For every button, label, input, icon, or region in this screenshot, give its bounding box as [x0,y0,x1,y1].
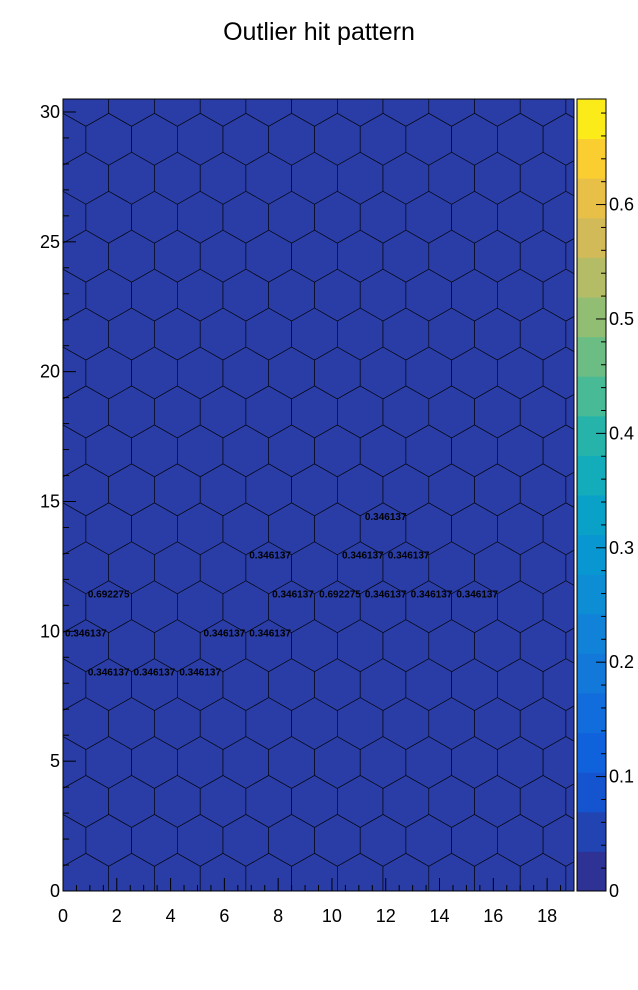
colorbar-segment [577,455,606,496]
hex-cell [86,892,132,944]
x-tick-label: 10 [322,906,342,926]
hex-cell [63,99,109,127]
colorbar-tick-label: 0 [609,881,619,901]
colorbar-segment [577,574,606,615]
hex-cell [63,710,64,737]
chart-title: Outlier hit pattern [223,18,415,46]
cell-value-label: 0.346137 [179,668,221,679]
x-tick-label: 18 [537,906,557,926]
colorbar: 0 0.1 0.2 0.3 0.4 0.5 0.6 [576,98,634,901]
colorbar-segment [577,811,606,852]
x-tick-label: 2 [112,906,122,926]
colorbar-segment [577,257,606,298]
colorbar-segment [577,178,606,219]
colorbar-frame [576,98,607,892]
x-tick-label: 0 [58,906,68,926]
colorbar-segment [577,297,606,338]
cell-value-label: 0.346137 [342,551,384,562]
cell-value-label: 0.346137 [88,668,130,679]
colorbar-segment [577,534,606,575]
cell-value-label: 0.346137 [388,551,430,562]
colorbar-segment [577,217,606,258]
cell-value-label: 0.692275 [319,590,361,601]
cell-value-label: 0.346137 [204,629,246,640]
x-tick-label: 6 [219,906,229,926]
hex-cell [199,99,247,127]
x-axis: 0 2 4 6 8 10 12 14 16 18 [58,878,575,926]
x-tick-label: 4 [166,906,176,926]
colorbar-tick-label: 0.1 [609,767,634,787]
y-tick-label: 20 [40,362,60,382]
colorbar-segment [577,495,606,536]
colorbar-segment [577,851,606,892]
hex-cell [565,99,574,119]
hex-cell [245,99,292,127]
colorbar-segment [577,653,606,694]
hex-cell [177,892,223,944]
cell-value-label: 0.346137 [411,590,453,601]
cell-value-label: 0.346137 [365,512,407,523]
colorbar-tick-label: 0.3 [609,538,634,558]
cell-value-label: 0.692275 [88,590,130,601]
cell-value-label: 0.346137 [249,629,291,640]
colorbar-tick-label: 0.2 [609,652,634,672]
x-tick-label: 14 [430,906,450,926]
hex-cell [336,99,384,127]
hex-cell [291,99,338,127]
cell-value-label: 0.346137 [272,590,314,601]
colorbar-segment [577,732,606,773]
colorbar-segment [577,376,606,417]
colorbar-segment [577,336,606,377]
hex-cell [63,788,64,815]
colorbar-tick-label: 0.4 [609,423,634,443]
y-tick-label: 0 [50,881,60,901]
y-tick-label: 5 [50,751,60,771]
hex-cell [428,99,475,127]
y-axis: 0 5 10 15 20 25 30 [40,102,76,901]
hex-cell [154,99,201,127]
hex-cell [63,164,64,192]
hex-cell [519,99,567,127]
hex-cell [474,99,521,127]
cell-value-label: 0.346137 [134,668,176,679]
hex-cells [63,99,574,944]
colorbar-segment [577,772,606,813]
hex-cell [63,554,64,582]
hex-cell [63,320,64,348]
cell-value-label: 0.346137 [65,629,107,640]
colorbar-tick-label: 0.5 [609,309,634,329]
y-tick-label: 25 [40,232,60,252]
colorbar-segment [577,693,606,734]
cell-value-label: 0.346137 [456,590,498,601]
y-tick-label: 30 [40,102,60,122]
cell-value-label: 0.346137 [365,590,407,601]
hex-cell [108,99,155,127]
colorbar-tick-label: 0.6 [609,195,634,215]
x-tick-label: 16 [483,906,503,926]
y-tick-label: 15 [40,491,60,511]
hex-cell [382,99,430,127]
x-tick-label: 12 [376,906,396,926]
colorbar-segment [577,613,606,654]
colorbar-segment [577,99,606,140]
cell-value-label: 0.346137 [249,551,291,562]
hex-cell [223,892,269,944]
y-tick-label: 10 [40,621,60,641]
x-tick-label: 8 [273,906,283,926]
colorbar-segment [577,415,606,456]
hex-cell [63,398,64,426]
